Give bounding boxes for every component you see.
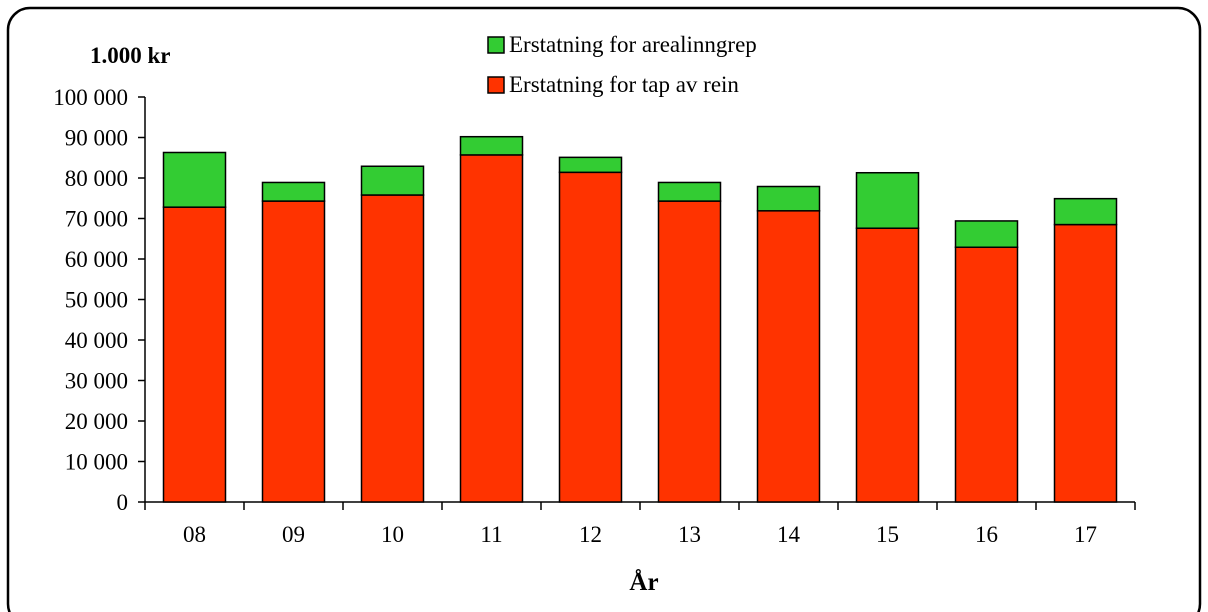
x-tick-label: 10 <box>381 522 404 547</box>
bar-segment-tap-av-rein <box>261 200 326 503</box>
x-tick-label: 09 <box>282 522 305 547</box>
legend-label: Erstatning for tap av rein <box>509 72 739 97</box>
bar-segment-arealinngrep <box>459 135 524 156</box>
x-tick-label: 11 <box>480 522 502 547</box>
bar-segment-tap-av-rein <box>855 227 920 503</box>
y-tick-label: 60 000 <box>65 247 128 272</box>
bar-segment-arealinngrep <box>1053 197 1118 226</box>
bar-segment-arealinngrep <box>756 185 821 212</box>
x-axis-title: År <box>629 568 658 596</box>
x-tick-label: 13 <box>678 522 701 547</box>
bar-segment-tap-av-rein <box>756 210 821 503</box>
bar-segment-arealinngrep <box>855 171 920 229</box>
bar-segment-tap-av-rein <box>360 194 425 503</box>
x-tick-label: 15 <box>876 522 899 547</box>
y-tick-label: 70 000 <box>65 207 128 232</box>
legend-label: Erstatning for arealinngrep <box>509 32 757 57</box>
y-tick-label: 30 000 <box>65 369 128 394</box>
bar-segment-arealinngrep <box>954 220 1019 249</box>
bar-segment-arealinngrep <box>261 181 326 202</box>
y-tick-label: 80 000 <box>65 166 128 191</box>
y-axis: 0 10 000 20 000 30 000 40 000 50 000 60 000 70 … <box>53 85 146 515</box>
y-tick-label: 20 000 <box>65 409 128 434</box>
y-tick-label: 0 <box>117 490 129 515</box>
y-tick-label: 100 000 <box>53 85 128 110</box>
bar-segment-tap-av-rein <box>162 206 227 503</box>
legend-swatch <box>487 76 505 94</box>
bar-segment-arealinngrep <box>657 181 722 202</box>
legend-swatch <box>487 36 505 54</box>
bar-segment-arealinngrep <box>360 165 425 196</box>
y-tick-label: 90 000 <box>65 126 128 151</box>
x-tick-label: 08 <box>183 522 206 547</box>
y-tick-label: 50 000 <box>65 288 128 313</box>
legend: Erstatning for arealinngrep Erstatning fo… <box>487 32 757 97</box>
bar-segment-arealinngrep <box>162 151 227 208</box>
bar-segment-tap-av-rein <box>459 154 524 503</box>
y-tick-label: 40 000 <box>65 328 128 353</box>
y-unit-label: 1.000 kr <box>90 43 171 68</box>
bar-segment-tap-av-rein <box>1053 223 1118 503</box>
bars <box>162 135 1118 503</box>
x-tick-label: 12 <box>579 522 602 547</box>
x-tick-label: 17 <box>1074 522 1097 547</box>
x-tick-label: 14 <box>777 522 801 547</box>
y-tick-label: 10 000 <box>65 450 128 475</box>
bar-segment-tap-av-rein <box>657 200 722 503</box>
bar-segment-arealinngrep <box>558 156 623 174</box>
bar-segment-tap-av-rein <box>954 246 1019 503</box>
x-tick-label: 16 <box>975 522 998 547</box>
bar-segment-tap-av-rein <box>558 171 623 503</box>
